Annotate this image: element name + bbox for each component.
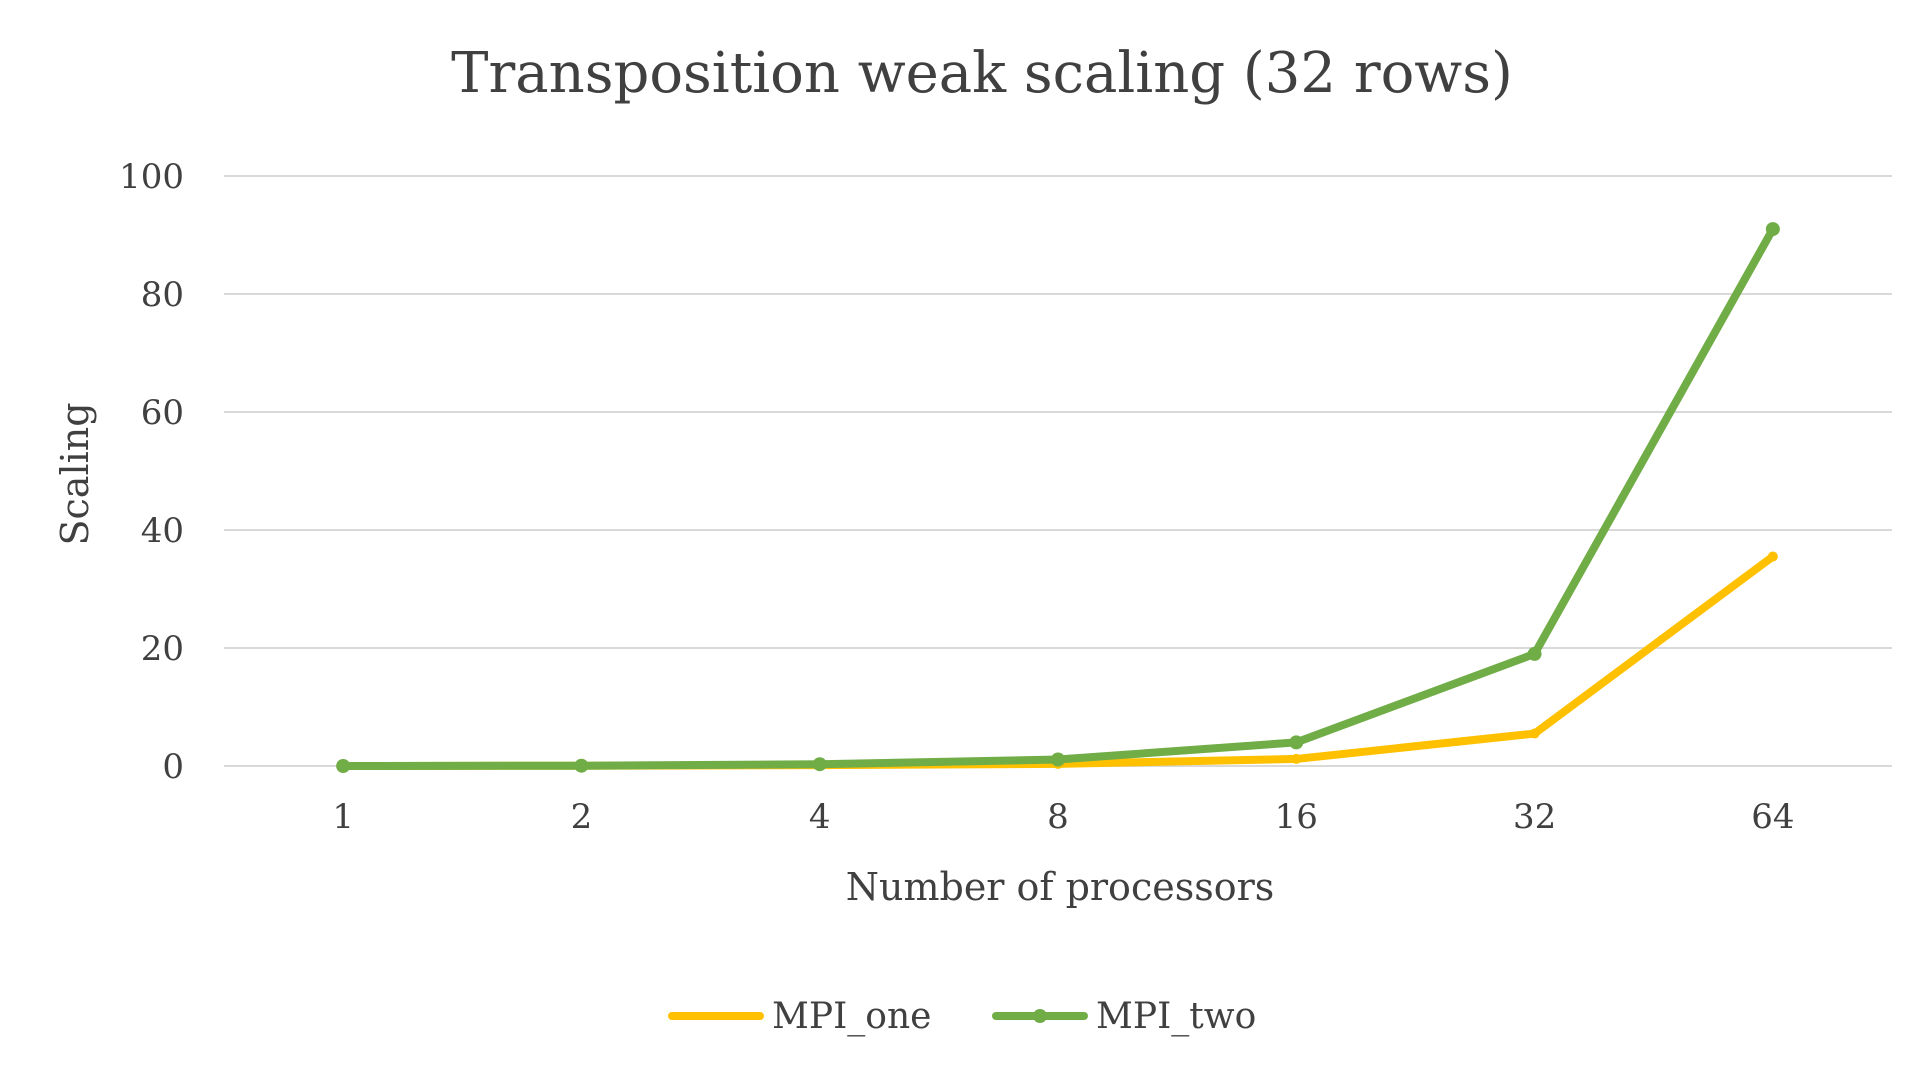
data-point-MPI_one-16 [1291,753,1302,764]
x-tick-label: 16 [1275,797,1318,837]
x-axis-title: Number of processors [846,865,1275,909]
x-tick-label: 2 [571,797,593,837]
legend-label-MPI_two: MPI_two [1096,996,1256,1037]
series-line-MPI_one [339,552,1777,770]
legend-label-MPI_one: MPI_one [772,996,931,1037]
legend-marker-MPI_two [1033,1009,1047,1023]
y-tick-label: 100 [119,157,184,197]
series-line-MPI_two [339,225,1777,770]
y-tick-label: 0 [162,747,184,787]
data-point-MPI_two-1 [336,759,351,773]
data-point-MPI_two-16 [1289,735,1304,750]
y-axis-ticks: 0 20 40 60 80 100 [119,157,184,787]
y-tick-label: 20 [141,629,184,669]
x-tick-label: 64 [1751,797,1794,837]
data-point-MPI_one-32 [1529,728,1540,739]
series-lines [336,222,1780,773]
legend-item-MPI_one: MPI_one [668,996,931,1037]
y-tick-label: 80 [141,275,184,315]
data-point-MPI_two-4 [812,757,827,772]
x-tick-label: 8 [1047,797,1069,837]
y-tick-label: 40 [141,511,184,551]
x-tick-label: 1 [332,797,354,837]
legend: MPI_one MPI_two [668,996,1256,1037]
x-tick-label: 32 [1513,797,1556,837]
x-axis-ticks: 1 2 4 8 16 32 64 [332,797,1794,837]
data-point-MPI_two-2 [574,758,589,773]
legend-item-MPI_two: MPI_two [992,996,1256,1037]
data-point-MPI_two-32 [1527,646,1542,661]
legend-marker-MPI_one [712,1012,720,1020]
y-axis-title: Scaling [53,402,97,545]
x-tick-label: 4 [809,797,831,837]
data-point-MPI_two-64 [1765,222,1780,237]
data-point-MPI_one-64 [1767,551,1778,562]
gridlines [224,175,1892,767]
data-point-MPI_two-8 [1051,752,1065,767]
y-tick-label: 60 [141,393,184,433]
chart-title: Transposition weak scaling (32 rows) [451,41,1513,106]
